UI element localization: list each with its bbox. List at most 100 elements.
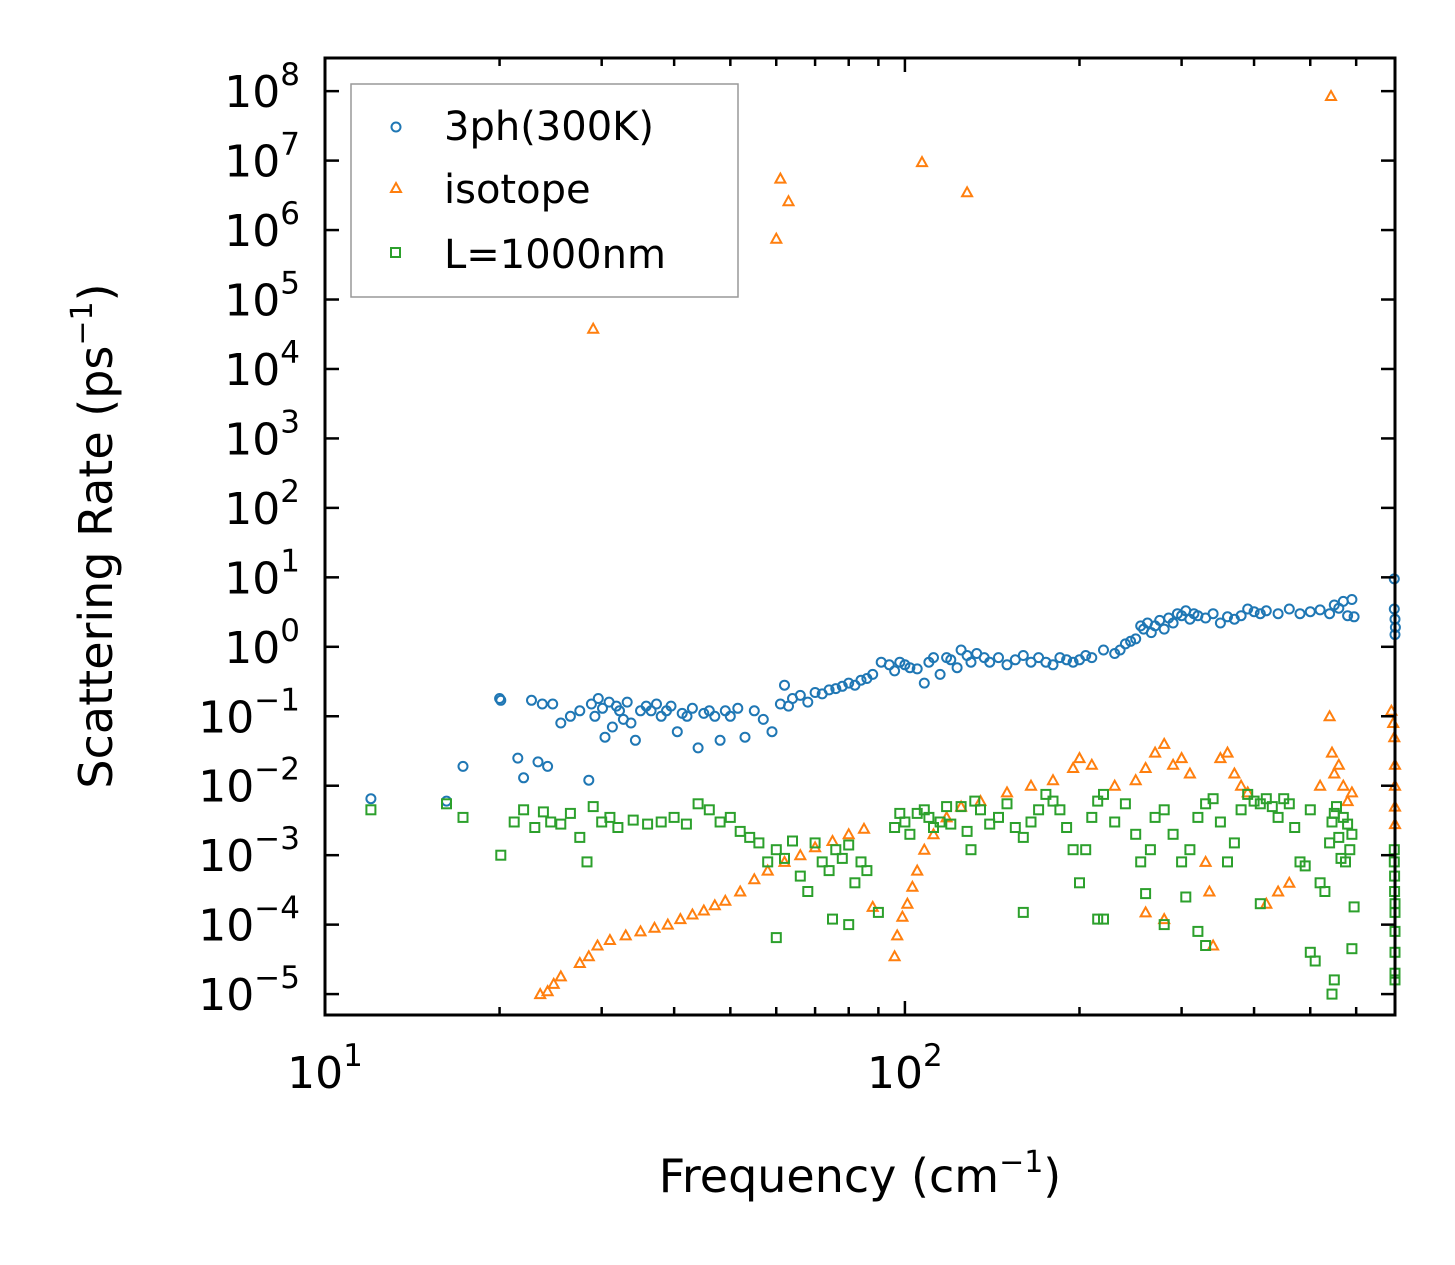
data-point — [1198, 854, 1213, 867]
data-point — [1125, 635, 1137, 647]
data-point — [849, 877, 861, 889]
data-point — [1129, 773, 1143, 786]
data-point — [1072, 751, 1087, 764]
data-point — [564, 807, 576, 819]
data-point — [1192, 925, 1204, 937]
data-point — [1138, 905, 1153, 918]
data-point — [1340, 856, 1351, 868]
data-point — [1346, 828, 1358, 840]
legend-marker-l1000nm — [390, 247, 401, 258]
data-point — [564, 710, 576, 722]
data-point — [724, 811, 736, 823]
y-tick-exp: 2 — [280, 474, 300, 510]
data-point — [923, 811, 935, 823]
data-point — [1167, 617, 1179, 629]
data-point — [843, 677, 855, 689]
data-point — [592, 693, 604, 704]
x-tick-label: 102 — [867, 1038, 943, 1099]
data-point — [1183, 766, 1197, 779]
data-point — [555, 818, 567, 830]
legend-label-3ph: 3ph(300K) — [444, 104, 654, 150]
data-point — [1271, 884, 1285, 897]
data-point — [668, 811, 680, 823]
data-point — [518, 772, 530, 784]
data-point — [629, 734, 641, 746]
data-point — [975, 804, 986, 816]
y-tick-label: 101 — [224, 543, 300, 604]
data-point — [830, 844, 842, 856]
y-tick-base: 10 — [224, 414, 280, 465]
data-point — [757, 713, 769, 725]
data-point — [733, 884, 747, 897]
data-point — [1009, 654, 1021, 666]
data-point — [802, 886, 814, 897]
data-point — [779, 679, 790, 691]
data-point — [861, 865, 873, 877]
data-point — [1144, 844, 1156, 856]
data-point — [747, 872, 761, 885]
data-point — [518, 804, 530, 816]
data-point — [816, 856, 828, 868]
data-point — [1345, 785, 1359, 798]
data-point — [1328, 974, 1340, 986]
data-point — [1149, 811, 1161, 823]
data-point — [1207, 608, 1219, 620]
data-point — [529, 822, 541, 833]
data-point — [1158, 804, 1170, 816]
data-point — [703, 705, 715, 717]
data-point — [836, 852, 848, 864]
data-point — [645, 705, 657, 717]
data-point — [842, 827, 856, 840]
data-point — [1040, 788, 1052, 800]
data-point — [1235, 804, 1247, 816]
data-point — [904, 828, 916, 840]
data-point — [1325, 745, 1339, 758]
data-point — [753, 837, 765, 849]
data-point — [1283, 798, 1295, 810]
data-point — [692, 742, 704, 754]
data-point — [1157, 912, 1171, 925]
y-tick-exp: 8 — [280, 57, 300, 93]
data-point — [1098, 913, 1109, 925]
data-point — [1331, 801, 1342, 813]
data-point — [1184, 844, 1196, 856]
data-point — [1092, 913, 1104, 925]
data-point — [1248, 795, 1260, 807]
data-point — [770, 932, 782, 944]
data-point — [1017, 831, 1029, 843]
data-point — [542, 760, 554, 772]
data-point — [612, 822, 624, 833]
data-point — [809, 687, 821, 698]
data-point — [547, 976, 561, 989]
data-point — [1001, 659, 1013, 671]
data-point — [1025, 816, 1037, 828]
data-point — [547, 698, 559, 710]
data-point — [734, 825, 746, 837]
data-point — [661, 917, 675, 930]
data-point — [1109, 816, 1121, 828]
data-point — [621, 696, 633, 708]
data-point — [905, 879, 920, 892]
data-point — [1130, 633, 1142, 645]
data-point — [890, 928, 904, 941]
data-point — [1322, 709, 1337, 722]
data-point — [900, 896, 915, 909]
data-point — [762, 856, 774, 868]
data-point — [960, 185, 974, 198]
data-point — [1254, 898, 1266, 910]
data-point — [887, 949, 902, 962]
data-point — [1266, 801, 1278, 813]
data-point — [540, 984, 555, 997]
data-point — [855, 674, 867, 686]
data-point — [889, 665, 901, 677]
data-point — [1346, 594, 1358, 605]
y-tick-label: 10−3 — [198, 821, 300, 882]
data-point — [655, 816, 667, 828]
data-point — [1342, 610, 1354, 622]
data-point — [1254, 608, 1266, 620]
data-point — [843, 839, 855, 851]
y-axis-title-end: ) — [69, 283, 123, 301]
data-point — [857, 821, 871, 834]
y-tick-exp: −2 — [254, 752, 300, 788]
